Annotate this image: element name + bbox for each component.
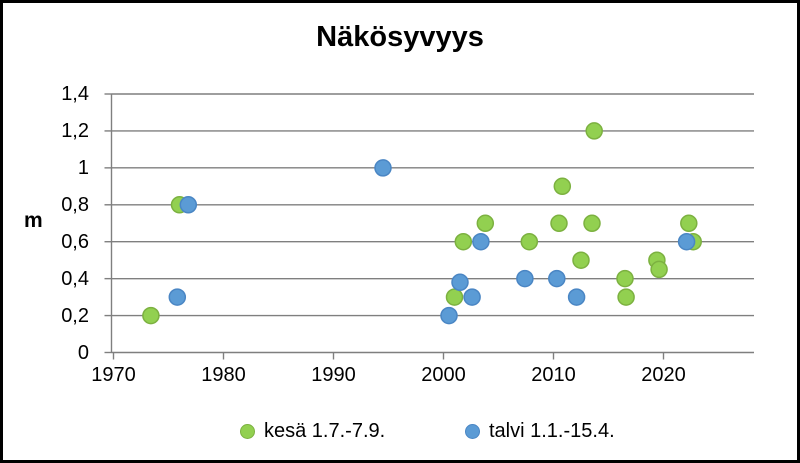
summer-data-point	[616, 269, 634, 288]
x-tick-label: 1970	[91, 364, 136, 386]
winter-data-point	[374, 159, 392, 177]
y-tick-label: 1,4	[61, 83, 89, 105]
y-tick-label: 0	[77, 341, 89, 364]
summer-data-point	[583, 214, 601, 233]
summer-data-point	[454, 232, 473, 251]
y-tick-label: 1	[77, 156, 89, 179]
summer-data-point	[553, 177, 572, 196]
winter-data-point	[567, 288, 586, 306]
summer-data-point	[142, 306, 160, 325]
x-tick-label: 2020	[641, 364, 686, 386]
legend-item-summer: kesä 1.7.-7.9.	[240, 420, 385, 442]
winter-series-dot-icon	[465, 423, 480, 439]
y-tick-label: 0,2	[61, 304, 89, 327]
winter-data-point	[440, 306, 458, 325]
summer-data-point	[445, 288, 464, 306]
legend-item-winter: talvi 1.1.-15.4.	[465, 420, 615, 442]
x-tick-label: 1990	[311, 364, 356, 386]
winter-data-point	[516, 269, 534, 288]
summer-data-point	[585, 122, 603, 140]
winter-data-point	[548, 269, 566, 288]
legend-label-summer: kesä 1.7.-7.9.	[264, 420, 386, 442]
summer-data-point	[650, 260, 668, 279]
winter-data-point	[677, 232, 696, 251]
winter-data-point	[472, 232, 490, 251]
x-tick-label: 1980	[201, 364, 246, 386]
chart-title: Näkösyvyys	[316, 21, 484, 53]
legend-label-winter: talvi 1.1.-15.4.	[489, 420, 615, 442]
x-tick-label: 2000	[421, 364, 466, 386]
winter-data-point	[168, 288, 187, 306]
winter-data-point	[463, 288, 481, 306]
y-tick-label: 0,8	[61, 193, 89, 216]
summer-data-point	[617, 288, 635, 306]
summer-data-point	[572, 251, 590, 269]
summer-data-point	[520, 232, 539, 251]
y-tick-label: 0,6	[61, 230, 89, 253]
plot-area	[104, 93, 754, 360]
y-axis-label: m	[24, 209, 43, 232]
y-tick-label: 1,2	[61, 119, 89, 142]
summer-data-point	[550, 214, 568, 233]
winter-data-point	[451, 273, 469, 292]
summer-data-point	[476, 214, 495, 233]
summer-series-dot-icon	[240, 423, 255, 439]
summer-data-point	[680, 214, 698, 233]
y-tick-label: 0,4	[61, 267, 89, 290]
winter-data-point	[179, 196, 198, 214]
x-tick-label: 2010	[531, 364, 576, 386]
